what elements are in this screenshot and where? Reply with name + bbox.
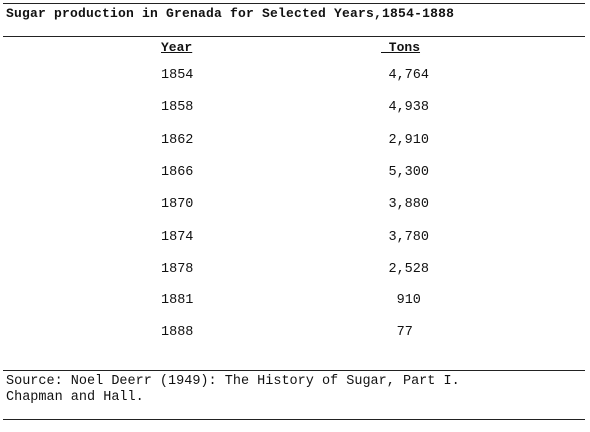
table-title: Sugar production in Grenada for Selected… xyxy=(6,6,455,21)
year-cell: 1858 xyxy=(161,100,194,115)
year-cell: 1866 xyxy=(161,165,194,180)
source-line-1: Source: Noel Deerr (1949): The History o… xyxy=(6,374,460,389)
tons-cell: 4,938 xyxy=(388,100,429,115)
year-cell: 1870 xyxy=(161,197,194,212)
tons-cell: 2,528 xyxy=(388,262,429,277)
tons-cell: 2,910 xyxy=(388,133,429,148)
year-cell: 1881 xyxy=(161,293,194,308)
title-rule xyxy=(3,36,585,37)
year-cell: 1874 xyxy=(161,230,194,245)
tons-cell: 3,780 xyxy=(388,230,429,245)
source-line-2: Chapman and Hall. xyxy=(6,390,144,405)
column-header-year: Year xyxy=(161,40,193,55)
source-note: Source: Noel Deerr (1949): The History o… xyxy=(6,374,460,406)
year-cell: 1888 xyxy=(161,325,194,340)
tons-cell: 4,764 xyxy=(388,68,429,83)
year-cell: 1862 xyxy=(161,133,194,148)
top-rule xyxy=(3,3,585,4)
year-cell: 1854 xyxy=(161,68,194,83)
tons-cell: 5,300 xyxy=(388,165,429,180)
table-bottom-rule xyxy=(3,370,585,371)
tons-cell: 3,880 xyxy=(388,197,429,212)
year-cell: 1878 xyxy=(161,262,194,277)
tons-cell: 77 xyxy=(396,325,429,340)
tons-cell: 910 xyxy=(396,293,429,308)
column-header-tons: Tons xyxy=(381,40,421,55)
bottom-rule xyxy=(3,419,585,420)
